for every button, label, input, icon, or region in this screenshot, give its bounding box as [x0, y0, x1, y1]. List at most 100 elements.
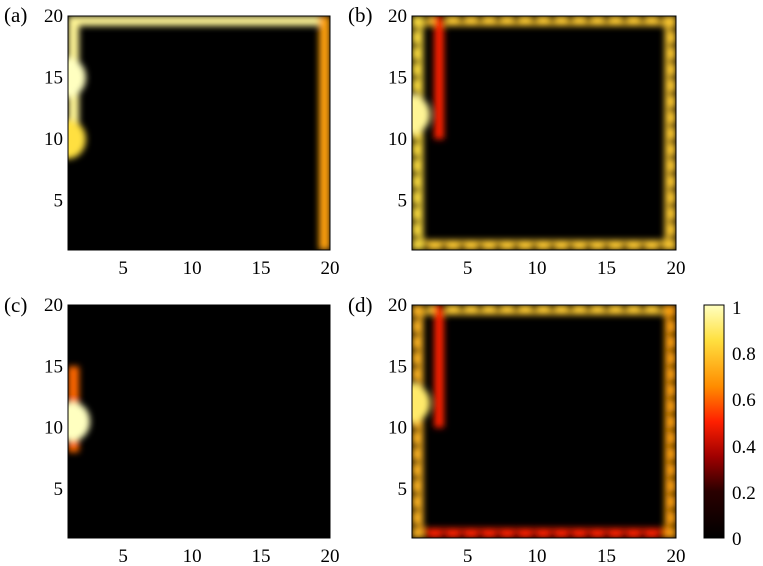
colorbar: 0 0.2 0.4 0.6 0.8 1: [704, 298, 756, 550]
heatmap-dark-spot: [477, 16, 484, 23]
heatmap-dark-spot: [549, 305, 556, 312]
heatmap-dark-spot: [440, 16, 447, 23]
heatmap-edge-band: [434, 16, 444, 139]
heatmap-dark-spot: [668, 490, 675, 497]
heatmap-dark-spot: [668, 522, 675, 529]
heatmap-dark-spot: [567, 531, 574, 538]
heatmap-dark-spot: [440, 531, 447, 538]
x-tick-label: 5: [118, 546, 128, 566]
y-tick-label: 10: [44, 129, 63, 150]
heatmap-dark-spot: [668, 170, 675, 177]
heatmap-dark-spot: [621, 16, 628, 23]
heatmap-dark-spot: [413, 154, 420, 161]
heatmap-background: [412, 305, 676, 538]
heatmap-dark-spot: [549, 531, 556, 538]
panel-label: (a): [4, 3, 27, 27]
heatmap-dark-spot: [657, 243, 664, 250]
x-tick-label: 20: [667, 546, 686, 566]
x-tick-label: 20: [321, 258, 340, 279]
colorbar-gradient: [704, 305, 724, 538]
heatmap-dark-spot: [413, 331, 420, 338]
heatmap-dark-spot: [668, 106, 675, 113]
heatmap-dark-spot: [413, 170, 420, 177]
heatmap-dark-spot: [668, 443, 675, 450]
x-tick-label: 5: [463, 546, 473, 566]
colorbar-tick: 0.8: [732, 344, 756, 365]
heatmap-dark-spot: [585, 243, 592, 250]
heatmap-dark-spot: [668, 202, 675, 209]
x-tick-label: 20: [321, 546, 340, 566]
heatmap-dark-spot: [668, 154, 675, 161]
heatmap-dark-spot: [668, 331, 675, 338]
heatmap-dark-spot: [668, 90, 675, 97]
heatmap-dark-spot: [668, 58, 675, 65]
x-tick-label: 15: [597, 258, 616, 279]
heatmap-dark-spot: [585, 16, 592, 23]
heatmap-dark-spot: [413, 74, 420, 81]
heatmap-dark-spot: [513, 243, 520, 250]
x-tick-label: 15: [252, 546, 271, 566]
colorbar-tick: 0.2: [732, 483, 756, 504]
heatmap-dark-spot: [422, 243, 429, 250]
heatmap-dark-spot: [639, 305, 646, 312]
heatmap-dark-spot: [621, 531, 628, 538]
heatmap-dark-spot: [668, 506, 675, 513]
x-tick-label: 15: [597, 546, 616, 566]
heatmap-dark-spot: [413, 490, 420, 497]
colorbar-tick: 0: [732, 529, 742, 550]
heatmap-dark-spot: [585, 305, 592, 312]
heatmap-dark-spot: [413, 522, 420, 529]
heatmap-dark-spot: [413, 58, 420, 65]
heatmap-dark-spot: [531, 531, 538, 538]
y-tick-label: 10: [44, 418, 63, 439]
heatmap-dark-spot: [459, 16, 466, 23]
y-tick-label: 15: [44, 68, 63, 89]
heatmap-dark-spot: [477, 531, 484, 538]
heatmap-dark-spot: [567, 243, 574, 250]
x-tick-label: 10: [528, 258, 547, 279]
heatmap-dark-spot: [621, 305, 628, 312]
x-tick-label: 20: [667, 258, 686, 279]
heatmap-dark-spot: [413, 234, 420, 241]
heatmap-dark-spot: [495, 16, 502, 23]
panel-label: (c): [4, 293, 27, 317]
heatmap-dark-spot: [513, 16, 520, 23]
heatmap-edge-band: [434, 305, 444, 428]
heatmap-dark-spot: [668, 218, 675, 225]
heatmap-background: [412, 16, 676, 250]
heatmap-dark-spot: [603, 16, 610, 23]
heatmap-dark-spot: [495, 531, 502, 538]
heatmap-dark-spot: [657, 531, 664, 538]
heatmap-edge-band: [665, 305, 676, 538]
heatmap-dark-spot: [459, 305, 466, 312]
heatmap-panel: 5 10 15 205101520(c): [4, 293, 340, 566]
heatmap-dark-spot: [413, 347, 420, 354]
panel-label: (d): [348, 293, 373, 317]
heatmap-edge-band: [68, 16, 323, 26]
heatmap-dark-spot: [639, 16, 646, 23]
y-tick-label: 10: [388, 129, 407, 150]
heatmap-dark-spot: [668, 363, 675, 370]
heatmap-dark-spot: [440, 305, 447, 312]
heatmap-dark-spot: [668, 458, 675, 465]
heatmap-dark-spot: [495, 305, 502, 312]
heatmap-dark-spot: [639, 243, 646, 250]
heatmap-dark-spot: [668, 395, 675, 402]
heatmap-dark-spot: [413, 427, 420, 434]
y-tick-label: 20: [388, 6, 407, 27]
colorbar-tick: 0.4: [732, 437, 756, 458]
heatmap-dark-spot: [668, 234, 675, 241]
x-tick-label: 10: [183, 546, 202, 566]
heatmap-dark-spot: [668, 411, 675, 418]
heatmap-edge-band: [412, 240, 676, 250]
heatmap-dark-spot: [549, 243, 556, 250]
y-tick-label: 5: [398, 191, 408, 212]
x-tick-label: 10: [183, 258, 202, 279]
heatmap-dark-spot: [585, 531, 592, 538]
heatmap-dark-spot: [603, 243, 610, 250]
heatmap-dark-spot: [513, 305, 520, 312]
x-tick-label: 5: [118, 258, 128, 279]
y-tick-label: 20: [44, 6, 63, 27]
heatmap-dark-spot: [668, 379, 675, 386]
